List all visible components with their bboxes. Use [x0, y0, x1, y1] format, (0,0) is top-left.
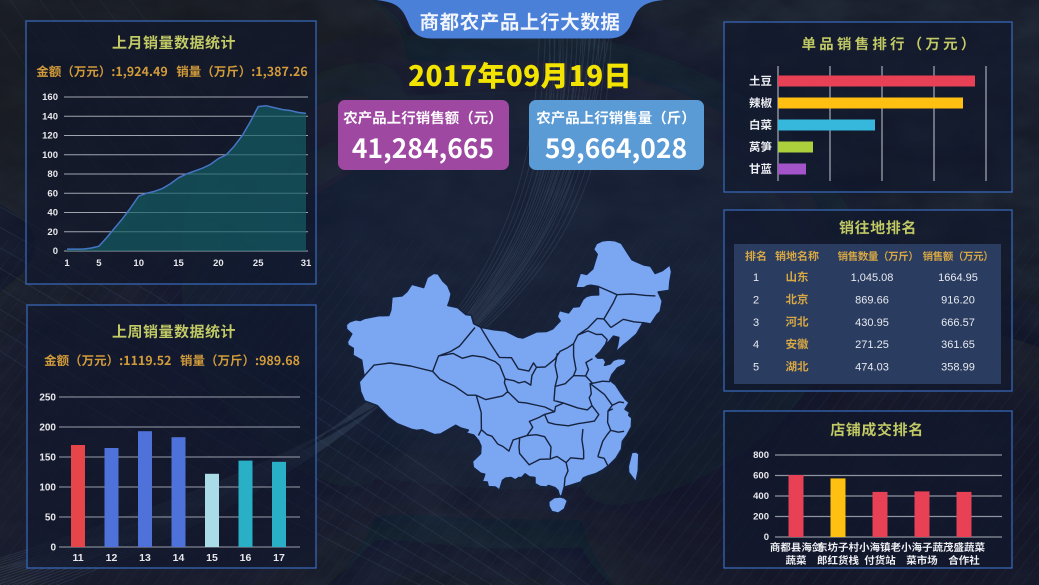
svg-text:15: 15 — [206, 552, 218, 564]
svg-text:100: 100 — [39, 483, 56, 494]
svg-text:40: 40 — [47, 208, 58, 219]
svg-text:140: 140 — [42, 111, 58, 122]
svg-text:16: 16 — [240, 552, 252, 564]
svg-text:430.95: 430.95 — [855, 317, 889, 329]
svg-text:120: 120 — [42, 131, 58, 142]
svg-text:1: 1 — [64, 258, 70, 269]
svg-text:800: 800 — [753, 450, 769, 461]
svg-text:4: 4 — [753, 339, 759, 351]
svg-text:0: 0 — [50, 543, 56, 554]
svg-text:869.66: 869.66 — [855, 294, 889, 306]
svg-text:160: 160 — [42, 92, 58, 103]
svg-text:14: 14 — [173, 552, 185, 564]
svg-text:3: 3 — [753, 317, 759, 329]
svg-text:0: 0 — [53, 246, 58, 257]
svg-text:100: 100 — [42, 150, 58, 161]
svg-text:271.25: 271.25 — [855, 339, 889, 351]
svg-text:5: 5 — [753, 362, 759, 374]
svg-text:13: 13 — [139, 552, 151, 564]
svg-text:25: 25 — [253, 258, 264, 269]
svg-text:20: 20 — [47, 227, 58, 238]
svg-text:31: 31 — [301, 258, 312, 269]
svg-text:60: 60 — [47, 188, 58, 199]
svg-text:1664.95: 1664.95 — [938, 272, 978, 284]
svg-text:150: 150 — [39, 453, 56, 464]
svg-text:2: 2 — [753, 294, 759, 306]
svg-text:916.20: 916.20 — [941, 294, 975, 306]
svg-text:250: 250 — [39, 393, 56, 404]
svg-text:10: 10 — [133, 258, 144, 269]
svg-text:200: 200 — [39, 423, 56, 434]
svg-text:17: 17 — [273, 552, 285, 564]
svg-text:200: 200 — [753, 512, 769, 523]
svg-text:15: 15 — [173, 258, 184, 269]
svg-text:358.99: 358.99 — [941, 362, 975, 374]
svg-text:600: 600 — [753, 471, 769, 482]
svg-text:1: 1 — [753, 272, 759, 284]
svg-text:474.03: 474.03 — [855, 362, 889, 374]
svg-text:50: 50 — [45, 513, 57, 524]
svg-text:361.65: 361.65 — [941, 339, 975, 351]
svg-text:20: 20 — [213, 258, 224, 269]
svg-text:12: 12 — [106, 552, 118, 564]
svg-text:666.57: 666.57 — [941, 317, 975, 329]
svg-text:0: 0 — [764, 532, 769, 543]
svg-text:400: 400 — [753, 491, 769, 502]
svg-text:80: 80 — [47, 169, 58, 180]
svg-text:1,045.08: 1,045.08 — [851, 272, 894, 284]
svg-text:11: 11 — [72, 552, 83, 564]
svg-text:5: 5 — [96, 258, 102, 269]
